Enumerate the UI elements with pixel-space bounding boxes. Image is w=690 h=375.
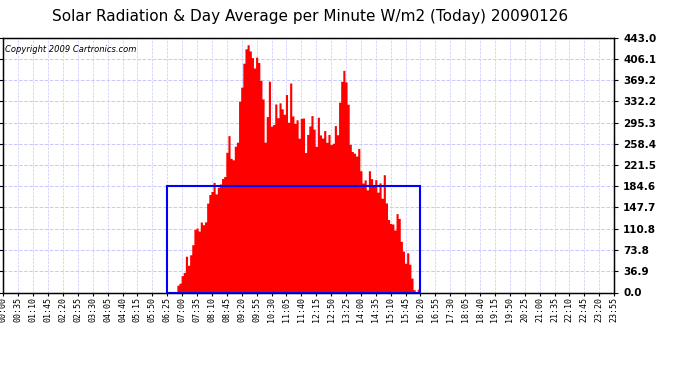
Text: Copyright 2009 Cartronics.com: Copyright 2009 Cartronics.com	[5, 45, 136, 54]
Bar	[167, 186, 420, 292]
Text: Solar Radiation & Day Average per Minute W/m2 (Today) 20090126: Solar Radiation & Day Average per Minute…	[52, 9, 569, 24]
